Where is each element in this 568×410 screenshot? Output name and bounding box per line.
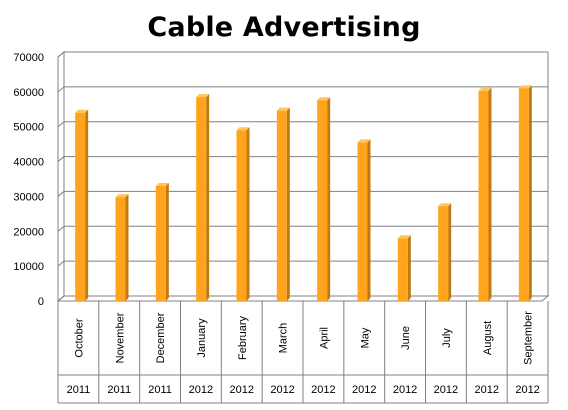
x-year-label: 2012 xyxy=(475,384,499,396)
bar xyxy=(236,130,247,301)
bar-top xyxy=(276,107,290,111)
bar-side xyxy=(246,127,250,301)
x-tick-label: June xyxy=(400,326,412,350)
gridline-diagonal xyxy=(57,86,65,93)
bar xyxy=(357,142,368,301)
bar-top xyxy=(196,94,210,98)
gridline-diagonal xyxy=(57,191,65,197)
bar xyxy=(438,206,449,301)
x-tick-label: September xyxy=(523,311,535,365)
bar xyxy=(518,88,529,301)
x-year-label: 2012 xyxy=(434,384,458,396)
x-tick-label: October xyxy=(73,318,85,357)
x-tick-label: March xyxy=(278,323,290,354)
bar xyxy=(196,97,207,301)
bar-side xyxy=(488,87,492,301)
bar-side xyxy=(125,194,129,301)
bar-top xyxy=(155,182,169,186)
x-year-label: 2012 xyxy=(515,384,539,396)
bar xyxy=(317,100,328,301)
bar-top xyxy=(317,97,331,101)
y-tick-label: 30000 xyxy=(13,191,44,203)
bar xyxy=(115,197,126,301)
bar-top xyxy=(397,235,411,239)
bar xyxy=(75,112,86,302)
x-year-label: 2011 xyxy=(67,384,91,396)
floor xyxy=(56,295,550,302)
bar-top xyxy=(478,87,492,91)
x-year-label: 2012 xyxy=(189,384,213,396)
x-year-label: 2012 xyxy=(270,384,294,396)
x-tick-label: April xyxy=(318,327,330,349)
y-tick-label: 70000 xyxy=(13,52,44,64)
bar xyxy=(397,238,408,301)
y-tick-label: 60000 xyxy=(13,87,44,99)
x-tick-label: July xyxy=(441,328,453,348)
y-tick-label: 50000 xyxy=(13,122,44,134)
chart-title: Cable Advertising xyxy=(147,12,421,43)
bar-side xyxy=(448,203,452,301)
bar-top xyxy=(357,139,371,143)
bar-top xyxy=(438,203,452,207)
bar-side xyxy=(165,182,169,301)
bar-side xyxy=(528,85,532,301)
x-tick-label: February xyxy=(237,315,249,360)
bar-side xyxy=(206,94,210,301)
bar-side xyxy=(85,109,89,302)
x-tick-label: December xyxy=(155,312,167,363)
gridline-diagonal xyxy=(57,121,65,128)
x-year-label: 2012 xyxy=(393,384,417,396)
bar-top xyxy=(115,194,129,198)
gridline-diagonal xyxy=(57,51,65,58)
x-year-label: 2012 xyxy=(311,384,335,396)
x-tick-label: January xyxy=(196,318,208,358)
bar-side xyxy=(367,139,371,301)
x-year-label: 2011 xyxy=(148,384,172,396)
y-tick-label: 20000 xyxy=(13,226,44,238)
bar-top xyxy=(75,109,89,113)
gridline-diagonal xyxy=(57,156,65,162)
bar-side xyxy=(286,107,290,302)
bar xyxy=(478,90,489,301)
x-year-label: 2012 xyxy=(230,384,254,396)
y-tick-label: 0 xyxy=(38,296,44,308)
y-tick-label: 10000 xyxy=(13,261,44,273)
x-tick-label: August xyxy=(482,321,494,355)
bar xyxy=(155,185,166,301)
bar-top xyxy=(236,127,250,131)
gridline-diagonal xyxy=(57,295,65,302)
x-tick-label: November xyxy=(114,312,126,363)
gridline-diagonal xyxy=(57,260,65,267)
bar xyxy=(276,110,287,302)
x-year-label: 2011 xyxy=(107,384,131,396)
bar-side xyxy=(327,97,331,301)
bar-top xyxy=(518,85,532,89)
bar-side xyxy=(407,235,411,301)
y-tick-label: 40000 xyxy=(13,157,44,169)
gridline-diagonal xyxy=(57,225,65,232)
x-tick-label: May xyxy=(359,327,371,348)
x-year-label: 2012 xyxy=(352,384,376,396)
